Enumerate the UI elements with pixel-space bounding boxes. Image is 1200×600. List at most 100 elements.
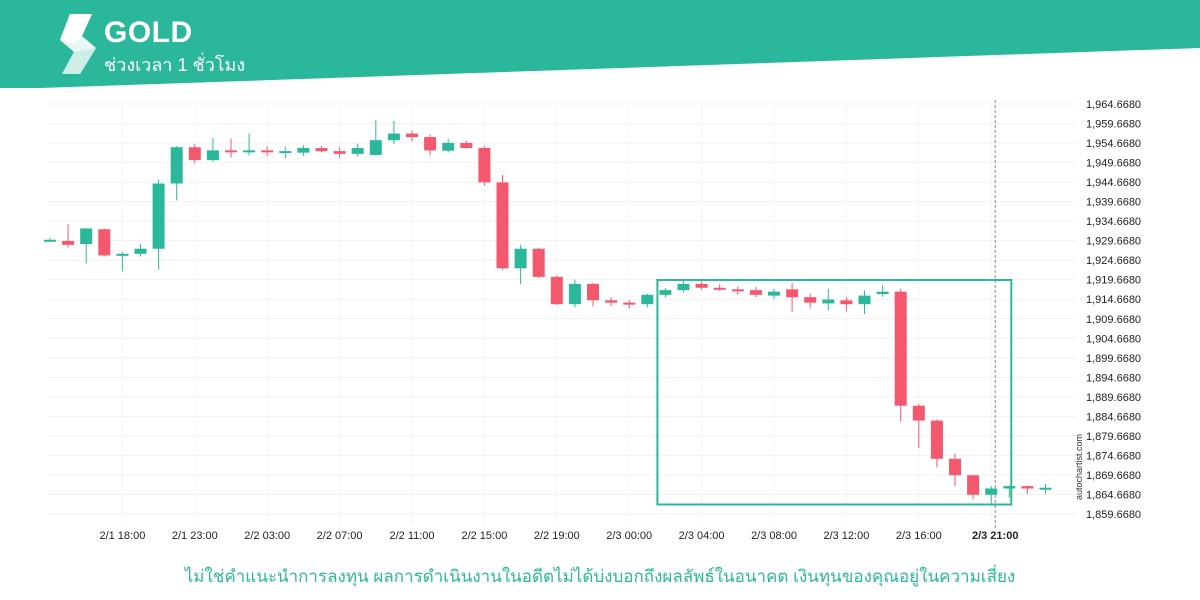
- x-tick-label: 2/3 21:00: [972, 530, 1018, 542]
- x-tick-label: 2/3 08:00: [751, 530, 797, 542]
- candle: [369, 120, 382, 156]
- x-tick-label: 2/3 16:00: [896, 530, 942, 542]
- candle-body: [351, 147, 364, 154]
- candle: [460, 140, 473, 149]
- candle: [279, 146, 292, 159]
- candle-body: [62, 240, 75, 245]
- candle-body: [967, 475, 980, 495]
- candle: [568, 279, 581, 308]
- candle-body: [206, 150, 219, 161]
- candle: [424, 134, 437, 156]
- y-tick-label: 1,859.6680: [1086, 509, 1141, 521]
- candle: [188, 144, 201, 164]
- y-tick-label: 1,864.6680: [1086, 489, 1141, 501]
- candle: [695, 281, 708, 290]
- instrument-title: GOLD: [104, 16, 193, 49]
- candle-body: [876, 291, 889, 295]
- y-tick-label: 1,894.6680: [1086, 372, 1141, 384]
- candle-body: [894, 291, 907, 406]
- candle-body: [623, 302, 636, 305]
- y-tick-label: 1,884.6680: [1086, 411, 1141, 423]
- candle-body: [659, 290, 672, 295]
- candle: [605, 297, 618, 307]
- candle-body: [116, 253, 129, 256]
- candle-body: [333, 151, 346, 154]
- candle-body: [80, 228, 93, 245]
- candle: [261, 146, 274, 157]
- candle-body: [858, 295, 871, 305]
- candle: [406, 130, 418, 142]
- candle: [550, 275, 563, 305]
- y-axis: 1,964.6680 1,959.6680 1,954.6680 1,949.6680…: [1086, 99, 1141, 521]
- candle: [1021, 485, 1034, 494]
- candle-body: [44, 239, 56, 242]
- candle: [1039, 483, 1052, 494]
- y-tick-label: 1,929.6680: [1086, 236, 1141, 248]
- candle: [749, 287, 762, 298]
- candle-body: [786, 289, 799, 298]
- candle: [840, 297, 853, 312]
- candle-body: [134, 248, 147, 254]
- candle: [949, 453, 961, 487]
- y-tick-label: 1,924.6680: [1086, 255, 1141, 267]
- candle-body: [568, 283, 581, 305]
- brand-watermark: autochartist.com: [1074, 434, 1084, 500]
- candle-body: [442, 142, 455, 151]
- y-tick-label: 1,899.6680: [1086, 353, 1141, 365]
- candle: [44, 237, 56, 243]
- candle-body: [822, 299, 835, 304]
- candle: [225, 139, 237, 158]
- y-tick-label: 1,964.6680: [1086, 99, 1141, 111]
- y-tick-label: 1,909.6680: [1086, 314, 1141, 326]
- candle-body: [297, 147, 310, 153]
- candle-body: [460, 142, 473, 148]
- candle-body: [949, 458, 961, 476]
- candle: [768, 288, 780, 299]
- candle-body: [550, 276, 563, 305]
- candle: [98, 228, 111, 257]
- header-banner: [0, 0, 1200, 88]
- candle-body: [731, 289, 744, 292]
- candle-body: [225, 150, 237, 153]
- candle: [532, 247, 545, 279]
- x-tick-label: 2/3 04:00: [679, 530, 725, 542]
- candle: [496, 174, 509, 270]
- y-tick-label: 1,869.6680: [1086, 470, 1141, 482]
- candle: [1003, 485, 1016, 498]
- candle-body: [98, 229, 111, 256]
- candle-body: [677, 283, 690, 291]
- candle: [170, 146, 183, 201]
- risk-disclaimer: ไม่ใช่คำแนะนำการลงทุน ผลการดำเนินงานในอด…: [184, 567, 1016, 586]
- candle: [243, 133, 256, 156]
- candle: [912, 403, 925, 448]
- candle-body: [1039, 487, 1052, 490]
- y-tick-label: 1,904.6680: [1086, 333, 1141, 345]
- candle-body: [930, 420, 943, 459]
- candle: [116, 251, 129, 272]
- candle: [731, 286, 744, 295]
- candle-body: [985, 488, 998, 495]
- candle-body: [243, 150, 256, 153]
- candle: [333, 147, 346, 159]
- candle-body: [605, 300, 618, 303]
- y-tick-label: 1,949.6680: [1086, 158, 1141, 170]
- candle: [134, 244, 147, 257]
- candle-body: [315, 147, 328, 152]
- x-axis: 2/1 18:00 2/1 23:00 2/2 03:00 2/2 07:00 2/2 …: [99, 530, 1018, 542]
- candle: [985, 486, 998, 504]
- candle: [587, 282, 599, 307]
- candle: [804, 293, 817, 309]
- autochartist-logo-icon: [60, 14, 96, 74]
- y-tick-label: 1,889.6680: [1086, 392, 1141, 404]
- candle-body: [152, 183, 165, 249]
- candle-body: [387, 133, 400, 141]
- candle: [442, 138, 455, 153]
- y-tick-label: 1,919.6680: [1086, 275, 1141, 287]
- candle: [351, 143, 364, 157]
- candle-body: [532, 248, 545, 277]
- x-tick-label: 2/2 19:00: [534, 530, 580, 542]
- candles: [44, 120, 1052, 504]
- candle-body: [188, 147, 201, 161]
- candle: [315, 146, 328, 153]
